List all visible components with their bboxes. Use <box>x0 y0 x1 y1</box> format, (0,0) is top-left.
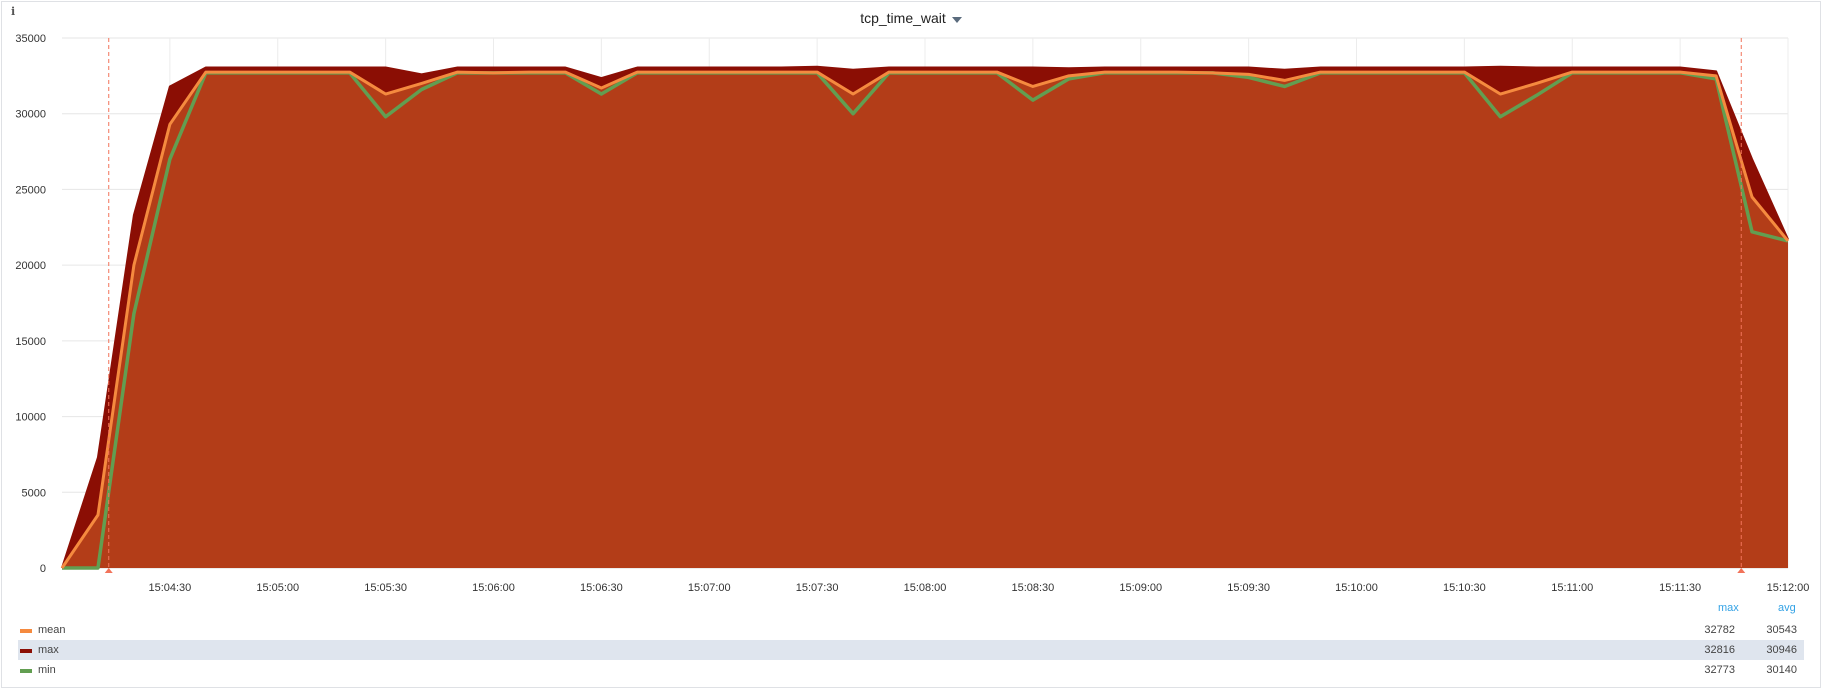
legend-item-max[interactable]: max 32816 30946 <box>18 640 1804 660</box>
x-tick-label: 15:10:30 <box>1443 582 1486 594</box>
x-tick-label: 15:07:00 <box>688 582 731 594</box>
legend-value-avg: 30946 <box>1766 644 1797 656</box>
y-tick-label: 30000 <box>15 109 46 121</box>
x-tick-label: 15:08:00 <box>904 582 947 594</box>
x-tick-label: 15:11:30 <box>1659 582 1701 594</box>
legend-value-avg: 30543 <box>1766 624 1797 636</box>
legend-item-label: max <box>38 644 59 656</box>
x-tick-label: 15:10:00 <box>1335 582 1378 594</box>
y-tick-label: 0 <box>40 563 46 575</box>
legend-header: max avg <box>18 602 1804 620</box>
panel-title-menu[interactable]: tcp_time_wait <box>860 10 962 26</box>
y-tick-label: 20000 <box>15 260 46 272</box>
panel-title: tcp_time_wait <box>2 10 1820 26</box>
x-tick-label: 15:12:00 <box>1767 582 1810 594</box>
annotation-marker <box>104 568 113 573</box>
legend: max avg mean 32782 30543 max 32816 30946… <box>18 602 1804 680</box>
x-tick-label: 15:09:30 <box>1227 582 1270 594</box>
legend-col-max[interactable]: max <box>1718 602 1739 614</box>
x-tick-label: 15:11:00 <box>1551 582 1593 594</box>
y-tick-label: 25000 <box>15 184 46 196</box>
legend-value-max: 32773 <box>1704 664 1735 676</box>
x-tick-label: 15:05:00 <box>256 582 299 594</box>
series-swatch <box>20 669 32 673</box>
y-tick-label: 35000 <box>15 33 46 45</box>
legend-value-avg: 30140 <box>1766 664 1797 676</box>
y-tick-label: 10000 <box>15 412 46 424</box>
annotation-marker <box>1737 568 1746 573</box>
x-tick-label: 15:06:00 <box>472 582 515 594</box>
legend-item-label: mean <box>38 624 66 636</box>
series-line-mean <box>60 70 1790 569</box>
x-tick-label: 15:07:30 <box>796 582 839 594</box>
legend-value-max: 32782 <box>1704 624 1735 636</box>
x-tick-label: 15:06:30 <box>580 582 623 594</box>
x-tick-label: 15:05:30 <box>364 582 407 594</box>
panel-title-text: tcp_time_wait <box>860 10 946 26</box>
legend-item-label: min <box>38 664 56 676</box>
series-swatch <box>20 649 32 653</box>
legend-item-min[interactable]: min 32773 30140 <box>18 660 1804 680</box>
info-icon[interactable]: i <box>11 5 16 18</box>
caret-down-icon <box>951 16 962 23</box>
series-area-mean <box>62 72 1788 569</box>
series-line-max <box>61 65 1789 569</box>
x-tick-label: 15:08:30 <box>1011 582 1054 594</box>
y-tick-label: 15000 <box>15 336 46 348</box>
legend-item-mean[interactable]: mean 32782 30543 <box>18 620 1804 640</box>
x-tick-label: 15:09:00 <box>1119 582 1162 594</box>
chart-svg: 0 5000 10000 15000 20000 25000 30000 35000 15:04… <box>15 33 1810 594</box>
legend-col-avg[interactable]: avg <box>1778 602 1796 614</box>
legend-value-max: 32816 <box>1704 644 1735 656</box>
series-swatch <box>20 629 32 633</box>
y-tick-label: 5000 <box>22 487 46 499</box>
x-tick-label: 15:04:30 <box>148 582 191 594</box>
